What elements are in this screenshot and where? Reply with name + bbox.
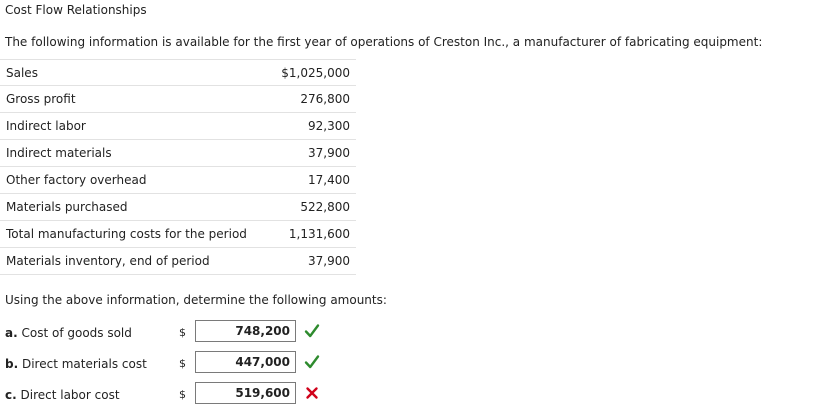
direct-materials-cost-input[interactable]: 447,000 [195,351,296,373]
x-icon [306,387,318,399]
info-label: Indirect labor [6,119,86,133]
cost-of-goods-sold-input[interactable]: 748,200 [195,320,296,342]
info-value: 92,300 [308,119,350,133]
answer-label-text: Direct labor cost [20,388,120,402]
info-row: Materials inventory, end of period 37,90… [0,248,356,275]
info-label: Materials purchased [6,200,128,214]
info-value: 522,800 [300,200,350,214]
info-label: Indirect materials [6,146,112,160]
check-icon [304,324,320,338]
info-row: Sales $1,025,000 [0,59,356,86]
check-icon [304,355,320,369]
info-row: Indirect labor 92,300 [0,113,356,140]
currency-symbol: $ [179,388,186,401]
answer-label-text: Direct materials cost [21,357,147,371]
answer-letter: a. [5,326,18,340]
answer-label-text: Cost of goods sold [21,326,132,340]
answer-row-direct-materials-cost: b. Direct materials cost $ 447,000 [0,348,330,379]
info-row: Materials purchased 522,800 [0,194,356,221]
problem-intro: The following information is available f… [5,35,763,49]
info-label: Materials inventory, end of period [6,254,210,268]
answer-letter: c. [5,388,17,402]
currency-symbol: $ [179,357,186,370]
info-label: Sales [6,66,38,80]
info-row: Other factory overhead 17,400 [0,167,356,194]
page-title: Cost Flow Relationships [5,3,147,17]
info-label: Total manufacturing costs for the period [6,227,247,241]
info-row: Total manufacturing costs for the period… [0,221,356,248]
info-value: 37,900 [308,254,350,268]
info-value: 276,800 [300,92,350,106]
question-prompt: Using the above information, determine t… [5,293,387,307]
answer-label: b. Direct materials cost [5,356,147,372]
answer-list: a. Cost of goods sold $ 748,200 b. Direc… [0,317,330,410]
direct-labor-cost-input[interactable]: 519,600 [195,382,296,404]
info-value: 17,400 [308,173,350,187]
answer-row-direct-labor-cost: c. Direct labor cost $ 519,600 [0,379,330,410]
info-label: Other factory overhead [6,173,147,187]
info-value: 37,900 [308,146,350,160]
answer-label: a. Cost of goods sold [5,325,132,341]
answer-letter: b. [5,357,19,371]
info-value: 1,131,600 [288,227,350,241]
currency-symbol: $ [179,326,186,339]
given-information-table: Sales $1,025,000 Gross profit 276,800 In… [0,59,356,275]
answer-row-cost-of-goods-sold: a. Cost of goods sold $ 748,200 [0,317,330,348]
info-value: $1,025,000 [281,66,350,80]
info-row: Indirect materials 37,900 [0,140,356,167]
info-label: Gross profit [6,92,76,106]
info-row: Gross profit 276,800 [0,86,356,113]
answer-label: c. Direct labor cost [5,387,120,403]
